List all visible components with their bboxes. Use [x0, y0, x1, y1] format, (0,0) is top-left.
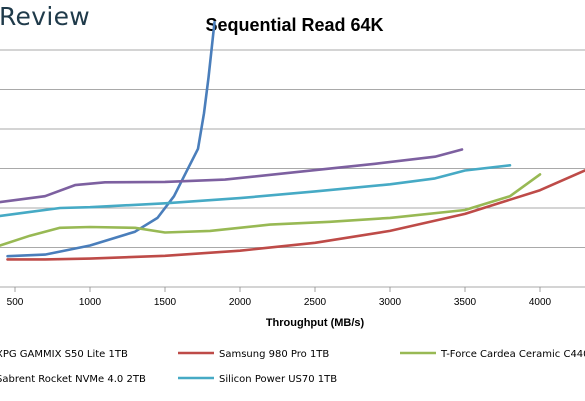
x-tick-label: 1000: [79, 297, 102, 308]
legend: XPG GAMMIX S50 Lite 1TB Samsung 980 Pro 1…: [0, 349, 585, 385]
legend-label: Silicon Power US70 1TB: [219, 374, 337, 385]
x-tick-label: 2000: [229, 297, 252, 308]
series-line: [6, 169, 585, 261]
x-tick-label: 1500: [154, 297, 177, 308]
series-line: [6, 21, 216, 258]
x-tick-label: 500: [7, 297, 24, 308]
legend-label: T-Force Cardea Ceramic C440 1TB: [440, 349, 585, 360]
legend-label: Samsung 980 Pro 1TB: [219, 349, 329, 360]
axes: [0, 286, 585, 292]
x-tick-label: 2500: [304, 297, 327, 308]
x-axis-label: Throughput (MB/s): [266, 317, 365, 329]
series-lines: [0, 21, 585, 261]
x-tick-label: 3500: [454, 297, 477, 308]
grid-lines: [0, 49, 585, 248]
legend-label: Sabrent Rocket NVMe 4.0 2TB: [0, 374, 146, 385]
series-line: [0, 173, 542, 247]
x-tick-label: 4000: [529, 297, 552, 308]
x-tick-labels: 500 1000 1500 2000 2500 3000 3500 4000: [7, 297, 552, 308]
series-line: [0, 148, 464, 204]
series-line: [0, 164, 512, 218]
x-tick-label: 3000: [379, 297, 402, 308]
chart-title: Sequential Read 64K: [205, 15, 384, 35]
brand-logo-text: Review: [0, 2, 90, 31]
legend-label: XPG GAMMIX S50 Lite 1TB: [0, 349, 128, 360]
